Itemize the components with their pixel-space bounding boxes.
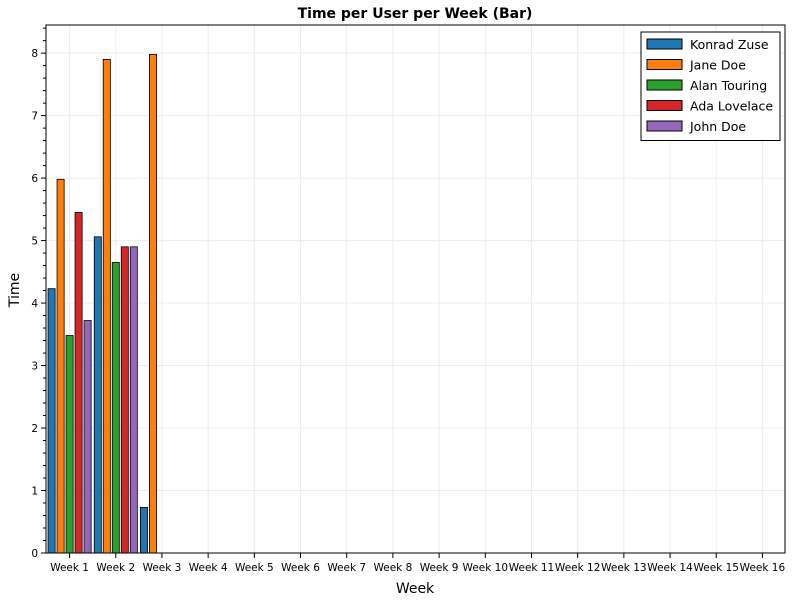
x-tick-label: Week 2 [96,562,135,574]
x-tick-label: Week 13 [601,562,646,574]
x-tick-label: Week 1 [50,562,89,574]
bar-konrad-zuse-week-2 [93,236,102,554]
y-tick-labels: 0 1 2 3 4 5 6 7 8 [31,48,38,560]
x-tick-label: Week 9 [420,562,459,574]
x-tick-label: Week 10 [463,562,508,574]
bar-alan-touring-week-1 [65,335,74,554]
legend-label: John Doe [689,119,746,134]
x-tick-label: Week 5 [235,562,274,574]
legend-label: Konrad Zuse [690,37,769,52]
x-tick-label: Week 15 [693,562,738,574]
bar-john-doe-week-1 [83,320,92,554]
grid-lines [46,25,785,554]
axes [41,24,786,558]
x-tick-label: Week 7 [327,562,366,574]
legend-swatch [646,59,683,70]
x-tick-label: Week 3 [143,562,182,574]
legend-swatch [646,120,683,132]
bar-jane-doe-week-3 [149,53,157,554]
bar-ada-lovelace-week-1 [74,212,83,554]
legend-swatch [646,100,683,111]
plot-frame [45,24,786,554]
x-tick-label: Week 16 [740,562,786,574]
bar-konrad-zuse-week-1 [47,288,56,554]
y-tick-label: 7 [31,111,38,123]
x-tick-label: Week 14 [647,562,693,574]
legend-swatch [646,79,683,91]
y-tick-label: 1 [31,486,38,498]
legend-label: Alan Touring [690,78,767,93]
y-tick-label: 3 [31,361,38,373]
bars [47,53,157,554]
x-tick-label: Week 4 [189,562,228,574]
y-tick-label: 5 [31,236,38,248]
chart-title: Time per User per Week (Bar) [298,6,533,22]
bar-konrad-zuse-week-3 [140,506,148,554]
bar-john-doe-week-2 [129,246,138,554]
legend-label: Jane Doe [689,58,746,73]
bar-jane-doe-week-2 [102,58,111,554]
x-tick-labels: Week 1 Week 2 Week 3 Week 4 Week 5 Week 6 Week… [50,562,785,574]
legend-label: Ada Lovelace [690,99,773,114]
y-axis-label: Time [7,273,23,308]
bar-alan-touring-week-2 [111,262,120,554]
legend-swatch [646,38,683,50]
x-tick-label: Week 6 [281,562,320,574]
x-tick-label: Week 11 [509,562,554,574]
y-tick-label: 0 [31,548,38,560]
x-tick-label: Week 8 [374,562,413,574]
legend: Konrad Zuse Jane Doe Alan Touring Ada Lovel… [640,31,781,141]
bar-jane-doe-week-1 [56,178,65,554]
x-axis-label: Week [396,581,435,597]
y-tick-label: 8 [31,48,38,60]
y-tick-label: 6 [31,173,38,185]
y-tick-label: 4 [31,298,38,310]
bar-ada-lovelace-week-2 [120,246,129,554]
x-tick-label: Week 12 [555,562,600,574]
y-tick-label: 2 [31,423,38,435]
